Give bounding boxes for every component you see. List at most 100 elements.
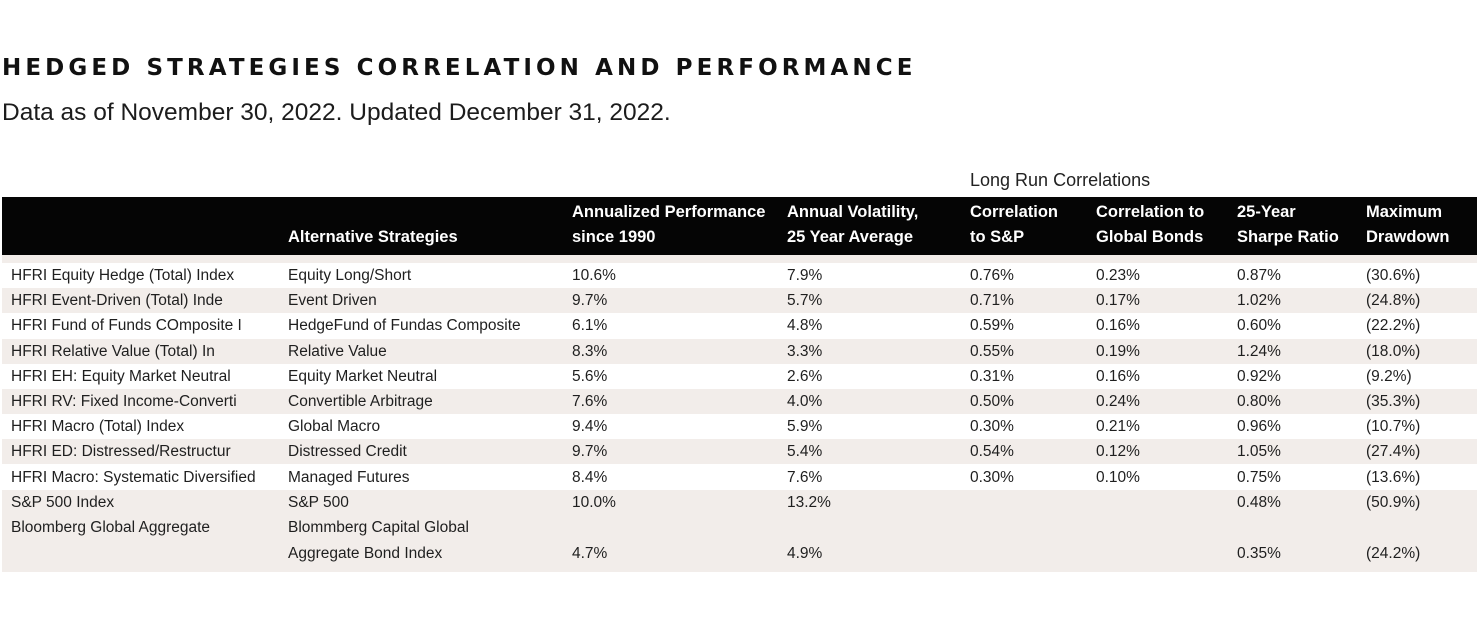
table-header: Alternative Strategies Annualized Perfor… (2, 197, 1477, 255)
cell-strategy: Convertible Arbitrage (288, 393, 433, 410)
cell-sharpe: 1.05% (1237, 443, 1281, 461)
cell-correlation-bonds: 0.19% (1096, 342, 1140, 360)
cell-index: HFRI Macro: Systematic Diversified (11, 468, 256, 486)
table-row: HFRI Relative Value (Total) In Relative V… (2, 338, 1477, 364)
table-row: HFRI EH: Equity Market Neutral Equity Mar… (2, 363, 1477, 389)
cell-strategy: Managed Futures (288, 468, 410, 486)
cell-volatility: 5.7% (787, 292, 823, 310)
cell-strategy: S&P 500 (288, 493, 349, 511)
page-title: HEDGED STRATEGIES CORRELATION AND PERFOR… (2, 55, 917, 81)
page-subtitle: Data as of November 30, 2022. Updated De… (2, 99, 671, 126)
cell-index: HFRI Equity Hedge (Total) Index (11, 267, 235, 284)
cell-correlation-sp: 0.71% (970, 292, 1014, 310)
cell-index: HFRI EH: Equity Market Neutral (11, 367, 231, 385)
cell-index: HFRI Fund of Funds COmposite I (11, 317, 242, 335)
cell-performance: 9.7% (572, 292, 608, 310)
cell-performance: 6.1% (572, 317, 608, 335)
cell-drawdown: (18.0%) (1366, 342, 1421, 360)
cell-sharpe: 0.80% (1237, 393, 1281, 410)
cell-performance: 9.7% (572, 443, 608, 461)
table-row: HFRI Macro: Systematic Diversified Manage… (2, 464, 1477, 490)
cell-drawdown: (9.2%) (1366, 367, 1412, 385)
long-run-correlations-label: Long Run Correlations (970, 170, 1151, 190)
table-row: HFRI ED: Distressed/Restructur Distressed… (2, 439, 1477, 465)
cell-index: Bloomberg Global Aggregate (11, 519, 211, 536)
table-row: S&P 500 Index S&P 500 10.0% 13.2% 0.48% (50.9… (2, 489, 1477, 515)
header-correlation-sp: Correlation to S&P (970, 203, 1059, 246)
cell-performance: 9.4% (572, 418, 608, 436)
cell-sharpe: 0.48% (1237, 493, 1281, 511)
cell-drawdown: (13.6%) (1366, 468, 1421, 486)
cell-correlation-sp: 0.30% (970, 468, 1014, 486)
cell-performance: 7.6% (572, 393, 608, 410)
cell-strategy: HedgeFund of Fundas Composite (288, 317, 521, 335)
cell-strategy: Global Macro (288, 418, 381, 436)
table-row: HFRI RV: Fixed Income-Converti Convertibl… (2, 389, 1477, 414)
cell-index: HFRI RV: Fixed Income-Converti (11, 393, 237, 410)
table-row: HFRI Fund of Funds COmposite I HedgeFund … (2, 313, 1477, 339)
cell-index: HFRI Event-Driven (Total) Inde (11, 292, 223, 310)
table-row: HFRI Equity Hedge (Total) Index Equity Lo… (2, 263, 1477, 288)
cell-strategy: Distressed Credit (288, 443, 407, 461)
cell-volatility: 13.2% (787, 493, 831, 511)
cell-volatility: 5.9% (787, 418, 823, 436)
cell-correlation-sp: 0.59% (970, 317, 1014, 335)
cell-correlation-bonds: 0.17% (1096, 292, 1140, 310)
cell-volatility: 7.9% (787, 267, 823, 284)
cell-correlation-sp: 0.31% (970, 367, 1014, 385)
cell-performance: 5.6% (572, 367, 608, 385)
cell-correlation-sp: 0.76% (970, 267, 1014, 284)
header-maximum-drawdown: Maximum Drawdown (1366, 203, 1450, 246)
cell-sharpe: 0.75% (1237, 468, 1281, 486)
cell-sharpe: 0.35% (1237, 545, 1281, 562)
table-body-bg (2, 255, 1477, 263)
cell-correlation-bonds: 0.16% (1096, 317, 1140, 335)
cell-correlation-bonds: 0.24% (1096, 393, 1140, 410)
cell-drawdown: (22.2%) (1366, 317, 1421, 335)
cell-drawdown: (24.2%) (1366, 545, 1421, 562)
cell-volatility: 5.4% (787, 443, 823, 461)
cell-drawdown: (24.8%) (1366, 292, 1421, 310)
cell-strategy-line2: Aggregate Bond Index (288, 545, 443, 562)
cell-strategy: Relative Value (288, 342, 387, 360)
cell-drawdown: (10.7%) (1366, 418, 1421, 436)
cell-drawdown: (27.4%) (1366, 443, 1421, 461)
header-annualized-performance: Annualized Performance since 1990 (572, 203, 766, 246)
cell-performance: 4.7% (572, 545, 608, 562)
header-annual-volatility: Annual Volatility, 25 Year Average (787, 203, 919, 246)
cell-correlation-sp: 0.50% (970, 393, 1014, 410)
cell-strategy: Event Driven (288, 292, 377, 310)
cell-performance: 8.3% (572, 342, 608, 360)
table-row: HFRI Event-Driven (Total) Inde Event Driv… (2, 288, 1477, 314)
cell-sharpe: 1.24% (1237, 342, 1281, 360)
cell-drawdown: (30.6%) (1366, 267, 1421, 284)
cell-correlation-bonds: 0.23% (1096, 267, 1140, 284)
cell-correlation-bonds: 0.21% (1096, 418, 1140, 436)
cell-correlation-bonds: 0.12% (1096, 443, 1140, 461)
cell-strategy: Equity Market Neutral (288, 367, 438, 385)
cell-volatility: 3.3% (787, 342, 823, 360)
cell-index: HFRI Relative Value (Total) In (11, 342, 215, 360)
cell-performance: 10.0% (572, 493, 616, 511)
cell-volatility: 4.8% (787, 317, 823, 335)
cell-correlation-sp: 0.55% (970, 342, 1014, 360)
cell-drawdown: (50.9%) (1366, 493, 1421, 511)
cell-correlation-bonds: 0.10% (1096, 468, 1140, 486)
cell-performance: 8.4% (572, 468, 608, 486)
cell-sharpe: 0.87% (1237, 267, 1281, 284)
cell-volatility: 7.6% (787, 468, 823, 486)
cell-performance: 10.6% (572, 267, 616, 284)
table-row-bloomberg: Bloomberg Global Aggregate Blommberg Cap… (2, 514, 1477, 572)
cell-index: HFRI Macro (Total) Index (11, 418, 185, 436)
cell-volatility: 4.0% (787, 393, 823, 410)
cell-sharpe: 0.92% (1237, 367, 1281, 385)
cell-volatility: 2.6% (787, 367, 823, 385)
cell-index: HFRI ED: Distressed/Restructur (11, 443, 231, 461)
cell-index: S&P 500 Index (11, 493, 115, 511)
cell-correlation-sp: 0.30% (970, 418, 1014, 436)
cell-strategy: Equity Long/Short (288, 267, 412, 284)
cell-sharpe: 0.60% (1237, 317, 1281, 335)
cell-correlation-sp: 0.54% (970, 443, 1014, 461)
cell-sharpe: 1.02% (1237, 292, 1281, 310)
cell-volatility: 4.9% (787, 545, 823, 562)
